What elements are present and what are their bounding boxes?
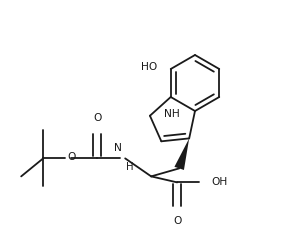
Text: N: N bbox=[114, 143, 122, 154]
Text: OH: OH bbox=[211, 177, 227, 187]
Text: O: O bbox=[93, 113, 101, 124]
Text: O: O bbox=[173, 217, 181, 226]
Text: O: O bbox=[67, 152, 75, 162]
Text: H: H bbox=[126, 162, 134, 172]
Polygon shape bbox=[174, 138, 189, 170]
Text: HO: HO bbox=[140, 62, 157, 72]
Text: NH: NH bbox=[164, 109, 180, 119]
